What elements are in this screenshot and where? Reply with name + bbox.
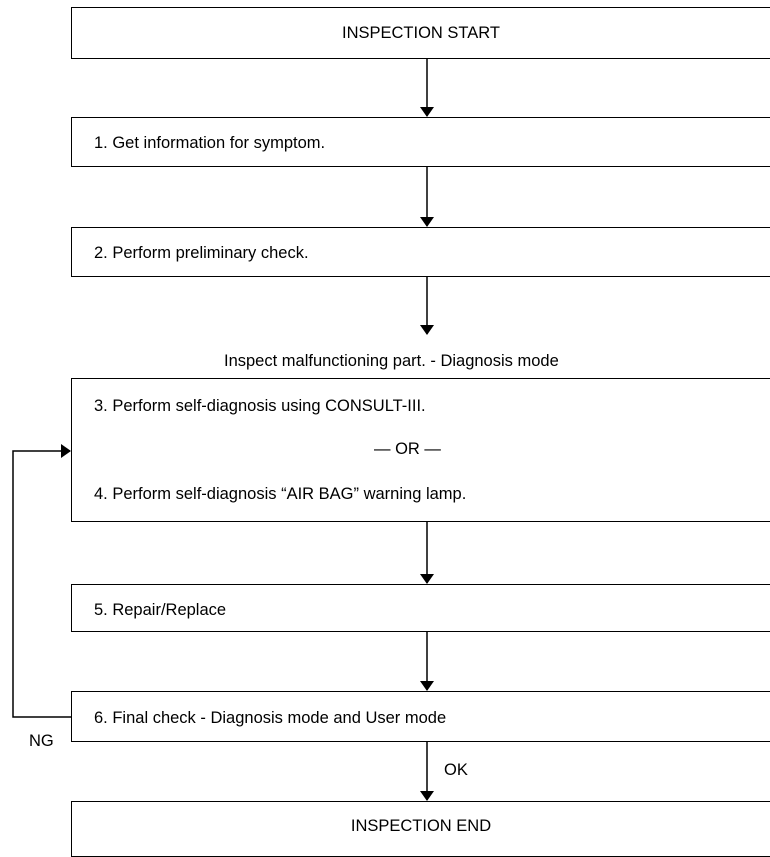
step-6-box: 6. Final check - Diagnosis mode and User… [71,691,770,742]
step-5-box: 5. Repair/Replace [71,584,770,632]
section-label: Inspect malfunctioning part. - Diagnosis… [224,352,559,370]
step-5-text: 5. Repair/Replace [94,601,227,619]
or-separator: — OR — [374,440,441,458]
step-3-text: 3. Perform self-diagnosis using CONSULT-… [94,397,426,415]
step-6-text: 6. Final check - Diagnosis mode and User… [94,709,447,727]
start-box: INSPECTION START [71,7,770,59]
ok-label: OK [444,761,468,779]
step-1-box: 1. Get information for symptom. [71,117,770,167]
step-4-text: 4. Perform self-diagnosis “AIR BAG” warn… [94,485,467,503]
start-label: INSPECTION START [342,23,500,42]
step-2-box: 2. Perform preliminary check. [71,227,770,277]
ng-label: NG [29,732,54,750]
step-2-text: 2. Perform preliminary check. [94,244,309,262]
end-box: INSPECTION END [71,801,770,857]
diagnosis-box: 3. Perform self-diagnosis using CONSULT-… [71,378,770,522]
end-label: INSPECTION END [350,816,492,835]
step-1-text: 1. Get information for symptom. [94,134,326,152]
ng-loop-line [12,444,71,718]
